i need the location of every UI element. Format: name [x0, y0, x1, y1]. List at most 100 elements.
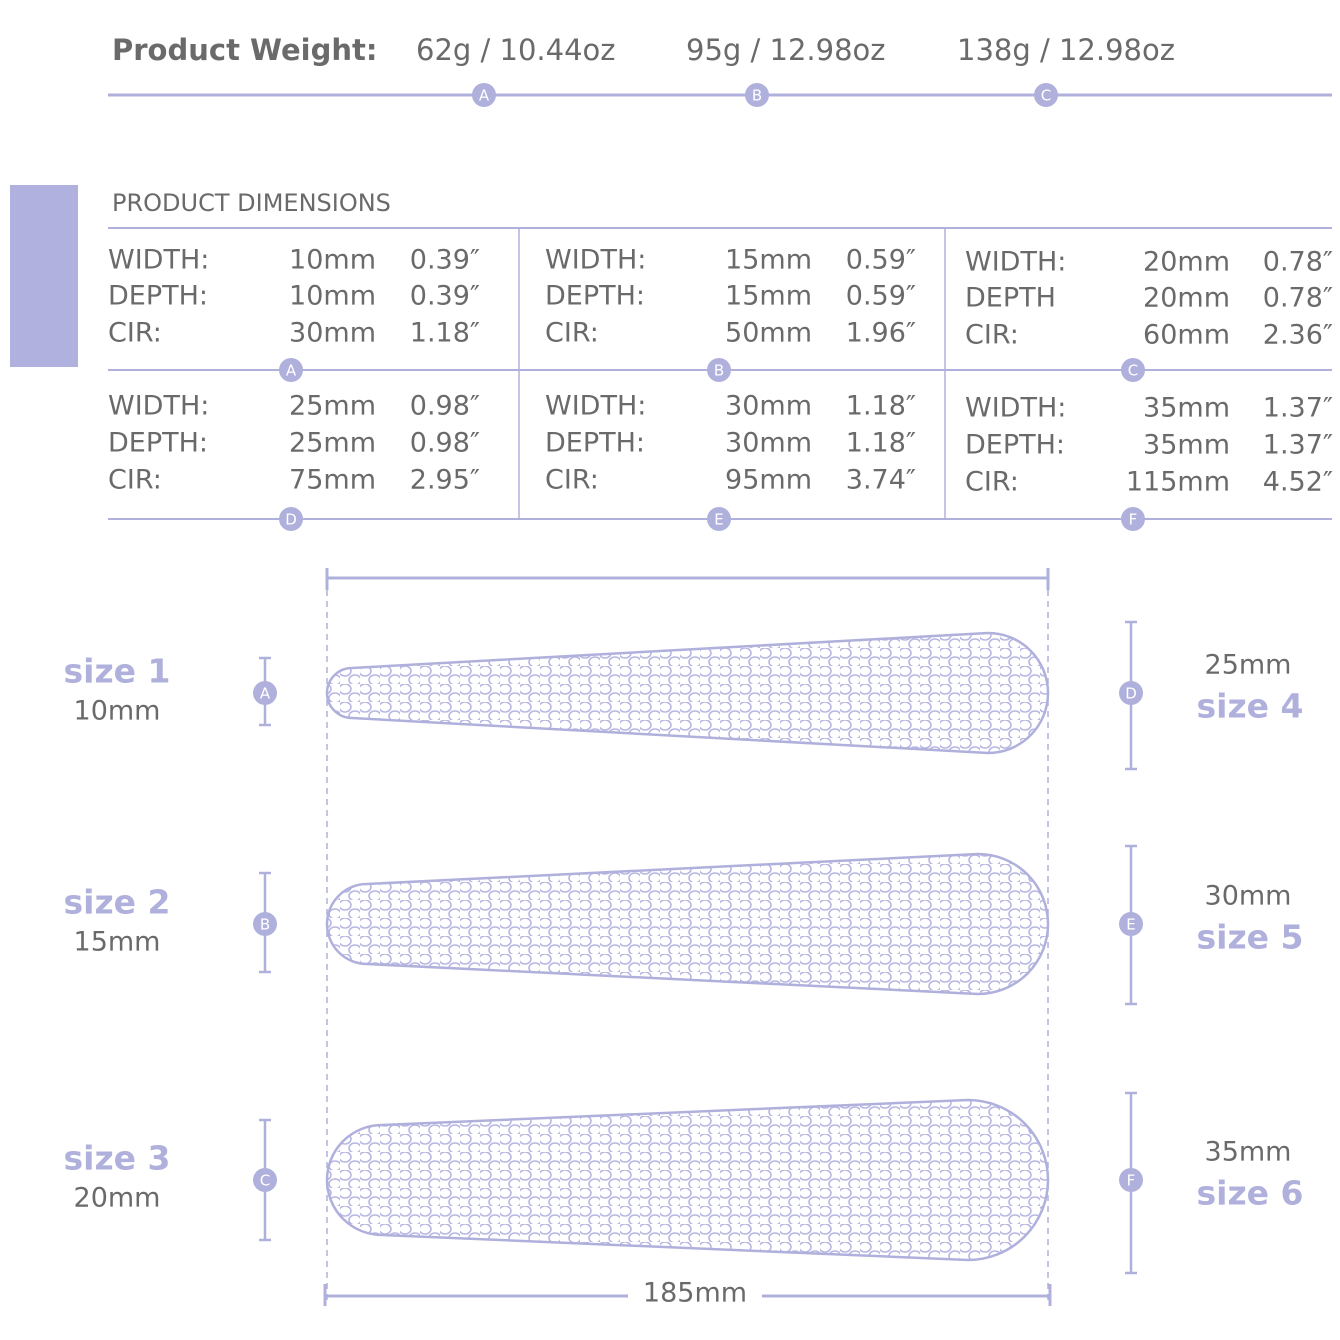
- marker-circle: [745, 83, 769, 107]
- marker-letter: A: [286, 362, 297, 380]
- size-measure: 30mm: [1205, 881, 1292, 912]
- dim-in: 1.96″: [846, 318, 916, 349]
- dim-in: 4.52″: [1263, 467, 1333, 498]
- dim-in: 1.37″: [1263, 430, 1333, 461]
- dim-in: 3.74″: [846, 465, 916, 496]
- marker-letter: B: [714, 362, 724, 380]
- dim-mm: 15mm: [725, 281, 812, 312]
- dim-mm: 60mm: [1143, 320, 1230, 351]
- dim-label: DEPTH:: [545, 281, 645, 312]
- dim-mm: 10mm: [289, 245, 376, 276]
- size-measure: 35mm: [1205, 1137, 1292, 1168]
- size-name: size 6: [1197, 1174, 1304, 1213]
- weight-label: Product Weight:: [112, 33, 377, 67]
- dim-mm: 30mm: [289, 318, 376, 349]
- marker-letter: D: [285, 511, 297, 529]
- dim-label: CIR:: [108, 318, 162, 349]
- dim-label: WIDTH:: [965, 247, 1066, 278]
- dim-mm: 25mm: [289, 391, 376, 422]
- dim-label: WIDTH:: [965, 393, 1066, 424]
- dimensions-title: PRODUCT DIMENSIONS: [112, 189, 391, 217]
- size-measure: 10mm: [74, 696, 161, 727]
- dim-mm: 115mm: [1126, 467, 1230, 498]
- marker-circle: [707, 358, 731, 382]
- dim-in: 1.18″: [846, 391, 916, 422]
- dim-mm: 35mm: [1143, 430, 1230, 461]
- marker-letter: C: [1128, 362, 1138, 380]
- marker-letter: E: [1126, 916, 1135, 934]
- dim-label: CIR:: [965, 467, 1019, 498]
- length-label: 185mm: [643, 1278, 747, 1309]
- dim-in: 0.39″: [410, 281, 480, 312]
- dim-in: 0.39″: [410, 245, 480, 276]
- marker-letter: A: [260, 685, 271, 703]
- marker-letter: F: [1129, 511, 1138, 529]
- dim-mm: 15mm: [725, 245, 812, 276]
- dim-mm: 10mm: [289, 281, 376, 312]
- marker-letter: F: [1127, 1172, 1136, 1190]
- product-shape: [325, 631, 1050, 755]
- dim-mm: 30mm: [725, 391, 812, 422]
- dim-label: DEPTH: [965, 283, 1056, 314]
- dim-label: DEPTH:: [108, 281, 208, 312]
- side-tab: [10, 185, 78, 367]
- marker-circle: [279, 507, 303, 531]
- dim-in: 1.18″: [846, 428, 916, 459]
- size-name: size 5: [1197, 918, 1304, 957]
- marker-circle: [1119, 912, 1143, 936]
- product-shape: [325, 1098, 1050, 1262]
- marker-letter: A: [479, 87, 490, 105]
- weight-value: 62g / 10.44oz: [416, 33, 616, 67]
- dim-in: 0.59″: [846, 245, 916, 276]
- marker-circle: [1121, 507, 1145, 531]
- dim-mm: 35mm: [1143, 393, 1230, 424]
- marker-circle: [253, 1168, 277, 1192]
- marker-letter: B: [752, 87, 762, 105]
- marker-letter: E: [714, 511, 723, 529]
- marker-circle: [472, 83, 496, 107]
- size-name: size 4: [1197, 687, 1304, 726]
- size-name: size 3: [64, 1139, 171, 1178]
- weight-value: 95g / 12.98oz: [686, 33, 886, 67]
- dim-mm: 75mm: [289, 465, 376, 496]
- size-measure: 20mm: [74, 1183, 161, 1214]
- dim-label: WIDTH:: [545, 245, 646, 276]
- dim-mm: 20mm: [1143, 283, 1230, 314]
- size-measure: 15mm: [74, 927, 161, 958]
- marker-letter: C: [260, 1172, 270, 1190]
- marker-circle: [253, 912, 277, 936]
- dim-label: DEPTH:: [965, 430, 1065, 461]
- dim-in: 0.78″: [1263, 283, 1333, 314]
- weight-value: 138g / 12.98oz: [957, 33, 1175, 67]
- marker-circle: [707, 507, 731, 531]
- marker-circle: [279, 358, 303, 382]
- dim-in: 0.78″: [1263, 247, 1333, 278]
- size-name: size 1: [64, 652, 171, 691]
- dim-label: WIDTH:: [108, 391, 209, 422]
- dim-label: WIDTH:: [108, 245, 209, 276]
- dim-label: CIR:: [545, 318, 599, 349]
- product-shape: [325, 852, 1050, 996]
- dim-in: 1.18″: [410, 318, 480, 349]
- dim-mm: 25mm: [289, 428, 376, 459]
- marker-letter: D: [1125, 685, 1137, 703]
- marker-circle: [1119, 1168, 1143, 1192]
- dim-label: DEPTH:: [108, 428, 208, 459]
- dim-label: DEPTH:: [545, 428, 645, 459]
- dim-in: 1.37″: [1263, 393, 1333, 424]
- marker-circle: [253, 681, 277, 705]
- dim-mm: 50mm: [725, 318, 812, 349]
- dim-mm: 20mm: [1143, 247, 1230, 278]
- dim-in: 2.95″: [410, 465, 480, 496]
- dim-in: 0.59″: [846, 281, 916, 312]
- marker-circle: [1121, 358, 1145, 382]
- dim-in: 0.98″: [410, 391, 480, 422]
- dim-mm: 30mm: [725, 428, 812, 459]
- marker-circle: [1119, 681, 1143, 705]
- marker-letter: C: [1041, 87, 1051, 105]
- dim-label: CIR:: [108, 465, 162, 496]
- dim-label: WIDTH:: [545, 391, 646, 422]
- size-name: size 2: [64, 883, 171, 922]
- dim-mm: 95mm: [725, 465, 812, 496]
